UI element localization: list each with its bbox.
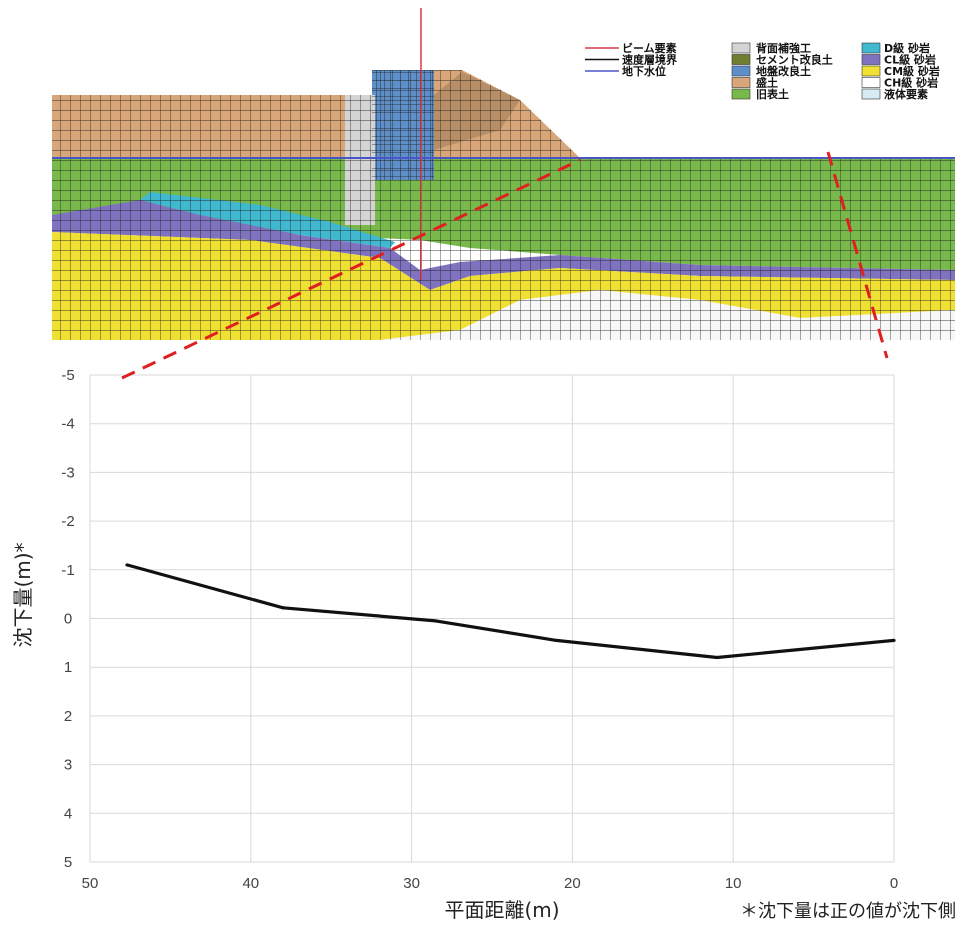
y-tick-label: -2 bbox=[61, 513, 74, 530]
y-tick-label: -3 bbox=[61, 464, 74, 481]
leader-line-left bbox=[121, 158, 581, 380]
legend-box-swatch bbox=[731, 65, 751, 77]
x-tick-label: 30 bbox=[403, 875, 420, 892]
legend-box-swatch bbox=[861, 77, 881, 88]
x-tick-label: 0 bbox=[890, 875, 898, 892]
y-axis-title: 沈下量(m)* bbox=[11, 542, 35, 647]
settlement-line bbox=[126, 563, 895, 660]
chart-grid bbox=[89, 374, 895, 863]
y-tick-label: -1 bbox=[61, 562, 74, 579]
leader-lines bbox=[121, 151, 889, 380]
y-tick-labels: -5 -4 -3 -2 -1 0 1 2 3 4 5 bbox=[61, 367, 74, 871]
fem-mesh bbox=[52, 70, 955, 340]
y-tick-label: 3 bbox=[64, 757, 72, 774]
legend-label: 盛土 bbox=[756, 76, 778, 90]
legend-label: セメント改良土 bbox=[756, 53, 833, 67]
legend-box-swatch bbox=[861, 88, 881, 100]
x-tick-label: 20 bbox=[564, 875, 581, 892]
y-tick-label: 5 bbox=[64, 854, 72, 871]
x-tick-label: 40 bbox=[242, 875, 259, 892]
legend-label: CM級 砂岩 bbox=[884, 64, 940, 78]
x-axis-title: 平面距離(m) bbox=[444, 898, 559, 922]
settlement-point bbox=[715, 655, 719, 660]
settlement-point bbox=[125, 563, 129, 567]
legend-label: 速度層境界 bbox=[622, 53, 677, 67]
fem-mesh-fine bbox=[372, 70, 434, 180]
legend-label: ビーム要素 bbox=[622, 41, 677, 55]
legend-label: D級 砂岩 bbox=[884, 41, 930, 55]
legend-label: 液体要素 bbox=[884, 87, 928, 101]
settlement-point bbox=[892, 638, 896, 643]
settlement-point bbox=[434, 619, 438, 623]
y-tick-label: 0 bbox=[64, 611, 72, 628]
legend-box-swatch bbox=[861, 65, 881, 77]
legend-label: 地下水位 bbox=[622, 64, 666, 78]
y-tick-label: -5 bbox=[61, 367, 74, 384]
x-tick-label: 10 bbox=[725, 875, 742, 892]
leader-line-right bbox=[826, 151, 889, 359]
y-tick-label: 4 bbox=[64, 805, 72, 822]
x-tick-labels: 50 40 30 20 10 0 bbox=[82, 875, 899, 892]
legend-label: 背面補強工 bbox=[756, 41, 811, 55]
legend-box-swatch bbox=[731, 77, 751, 88]
footnote: ＊沈下量は正の値が沈下側 bbox=[740, 901, 956, 922]
settlement-point bbox=[281, 606, 285, 610]
settlement-point bbox=[554, 638, 558, 643]
legend-label: 旧表土 bbox=[756, 87, 789, 101]
legend-box-swatch bbox=[731, 54, 751, 65]
y-tick-label: 2 bbox=[64, 708, 72, 725]
series-group bbox=[125, 563, 896, 660]
legend-box-swatch bbox=[731, 42, 751, 54]
legend-label: 地盤改良土 bbox=[756, 64, 811, 78]
legend-box-swatch bbox=[861, 54, 881, 65]
x-tick-label: 50 bbox=[82, 875, 99, 892]
legend-label: CL級 砂岩 bbox=[884, 53, 936, 67]
legend-box-swatch bbox=[861, 42, 881, 54]
y-tick-label: -4 bbox=[61, 416, 74, 433]
y-tick-label: 1 bbox=[64, 659, 72, 676]
legend-box-swatch bbox=[731, 88, 751, 100]
legend-label: CH級 砂岩 bbox=[884, 76, 938, 90]
